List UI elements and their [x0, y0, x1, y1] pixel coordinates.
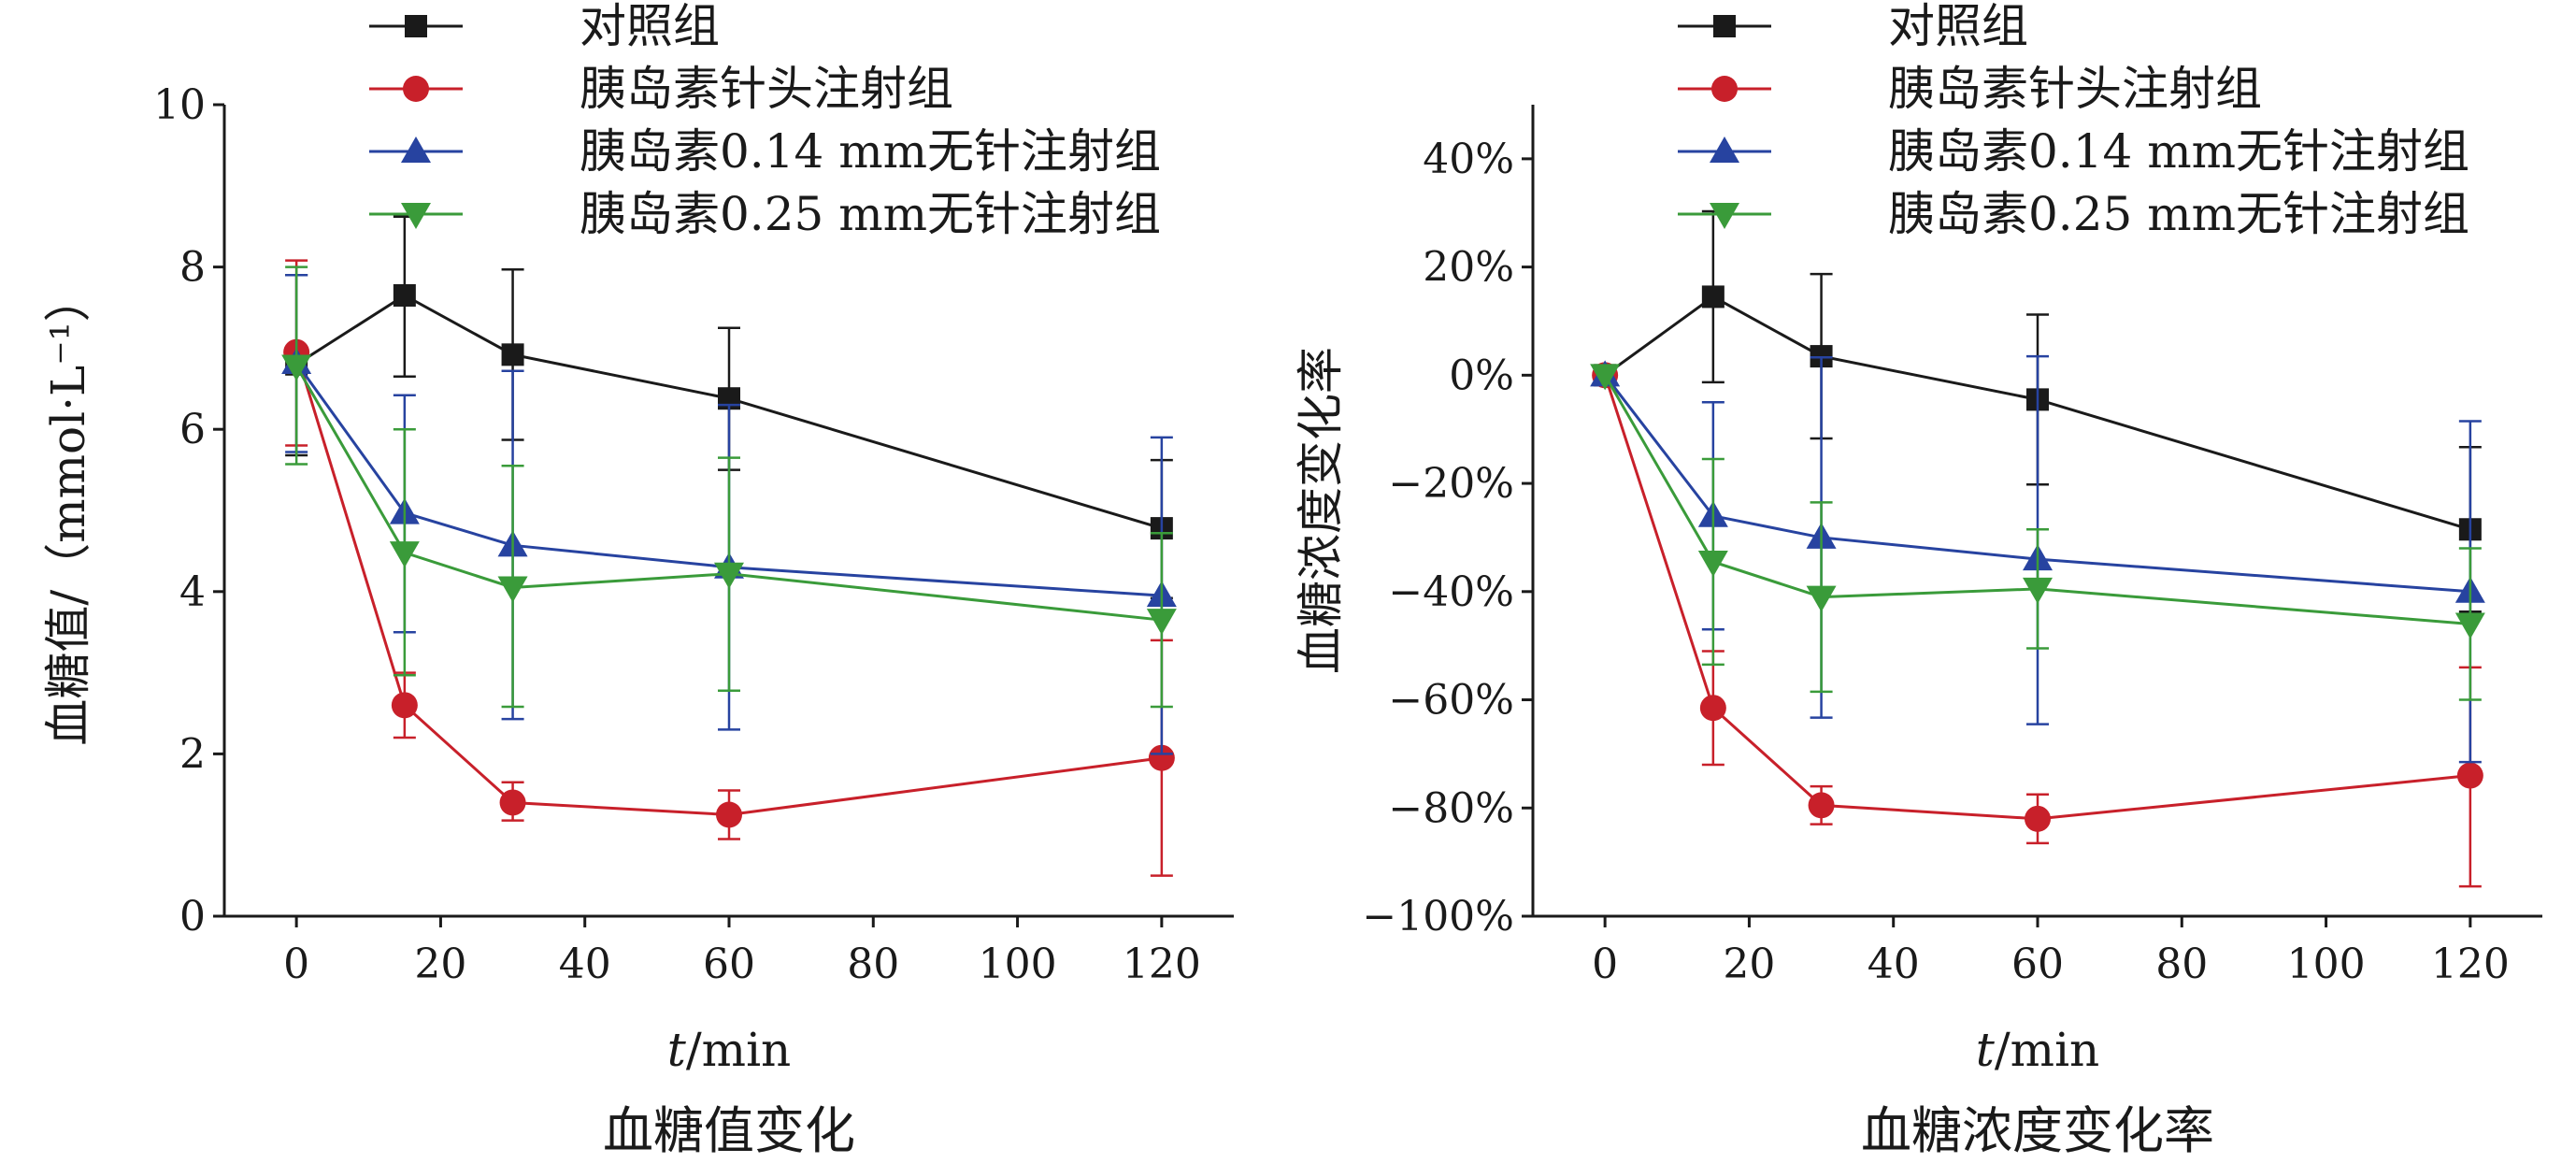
x-axis-unit: /min — [1995, 1023, 2099, 1077]
x-axis-variable: t — [667, 1023, 687, 1077]
data-point — [281, 354, 312, 381]
y-axis-title: 血糖值/（mmol·L⁻¹） — [41, 275, 95, 745]
data-point — [389, 541, 420, 568]
y-tick-label: −80% — [1388, 784, 1514, 832]
panel-blood-glucose: 0 20 40 60 80 100 120 0 2 4 6 8 10 t/min 血糖值/（mmol·L⁻¹… — [41, 0, 1234, 1160]
x-axis-variable: t — [1976, 1023, 1996, 1077]
panel-glucose-change-rate: 0 20 40 60 80 100 120 −100% −80% −60% −40% −20% 0% 20… — [1294, 0, 2542, 1160]
panel-caption: 血糖浓度变化率 — [1861, 1101, 2214, 1160]
legend-label: 胰岛素0.25 mm无针注射组 — [580, 187, 1161, 241]
y-tick-label: 8 — [179, 244, 206, 292]
legend-marker — [401, 203, 431, 229]
legend-entry: 对照组 — [1678, 0, 2028, 53]
legend-label: 对照组 — [1888, 0, 2028, 53]
legend-label: 胰岛素针头注射组 — [1888, 62, 2262, 116]
x-tick-label: 120 — [2431, 940, 2510, 988]
data-point — [1146, 609, 1177, 636]
data-point — [1697, 550, 1728, 577]
data-point — [2456, 762, 2483, 789]
x-tick-label: 60 — [703, 940, 755, 988]
data-point — [501, 343, 524, 366]
legend-label: 胰岛素0.14 mm无针注射组 — [1888, 124, 2469, 179]
y-tick-label: −20% — [1388, 460, 1514, 508]
legend-entry: 胰岛素0.14 mm无针注射组 — [369, 124, 1161, 179]
x-axis-unit: /min — [686, 1023, 791, 1077]
x-tick-label: 0 — [283, 940, 309, 988]
data-point — [1590, 364, 1621, 391]
panel-caption: 血糖值变化 — [603, 1101, 855, 1160]
x-tick-label: 100 — [2287, 940, 2366, 988]
y-tick-label: 2 — [179, 730, 206, 778]
legend-marker — [1711, 76, 1738, 102]
legend-entry: 胰岛素0.14 mm无针注射组 — [1678, 124, 2469, 179]
data-point — [2454, 612, 2485, 639]
y-axis-title: 血糖浓度变化率 — [1294, 347, 1348, 674]
data-point — [497, 576, 528, 603]
y-tick-label: 0 — [179, 893, 206, 940]
data-point — [716, 801, 742, 828]
data-point — [1148, 744, 1175, 771]
x-tick-label: 80 — [2155, 940, 2208, 988]
legend-entry: 胰岛素针头注射组 — [1678, 62, 2262, 116]
data-point — [499, 789, 526, 816]
legend-entry: 胰岛素0.25 mm无针注射组 — [1678, 187, 2469, 241]
x-tick-label: 100 — [979, 940, 1057, 988]
series-3 — [1590, 364, 2485, 701]
y-tick-label: −60% — [1388, 677, 1514, 725]
legend-marker — [1710, 136, 1739, 163]
data-point — [2023, 577, 2053, 604]
x-tick-label: 120 — [1123, 940, 1201, 988]
data-point — [1806, 585, 1837, 612]
y-tick-label: 20% — [1423, 244, 1514, 292]
legend-marker — [403, 76, 429, 102]
legend-entry: 对照组 — [369, 0, 720, 53]
legend-marker — [405, 15, 427, 37]
y-tick-label: −100% — [1362, 893, 1514, 940]
legend-label: 胰岛素0.14 mm无针注射组 — [580, 124, 1161, 179]
data-point — [714, 562, 744, 589]
data-point — [2025, 805, 2051, 832]
y-tick-label: 0% — [1449, 352, 1514, 399]
x-tick-label: 0 — [1592, 940, 1618, 988]
x-tick-label: 60 — [2011, 940, 2064, 988]
y-tick-label: 40% — [1423, 136, 1514, 183]
y-tick-label: 4 — [179, 568, 206, 616]
y-tick-label: 10 — [153, 81, 206, 129]
y-tick-label: 6 — [179, 406, 206, 453]
legend-entry: 胰岛素0.25 mm无针注射组 — [369, 187, 1161, 241]
x-tick-label: 80 — [847, 940, 899, 988]
x-axis-title: t/min — [667, 1023, 792, 1077]
data-point — [1699, 695, 1726, 722]
x-tick-label: 20 — [414, 940, 466, 988]
legend-label: 胰岛素针头注射组 — [580, 62, 953, 116]
legend-label: 对照组 — [580, 0, 720, 53]
data-point — [1701, 285, 1724, 309]
y-tick-label: −40% — [1388, 568, 1514, 616]
legend-entry: 胰岛素针头注射组 — [369, 62, 953, 116]
data-point — [393, 283, 416, 307]
x-axis-title: t/min — [1976, 1023, 2100, 1077]
legend-marker — [401, 136, 431, 163]
x-tick-label: 40 — [1868, 940, 1920, 988]
legend-label: 胰岛素0.25 mm无针注射组 — [1888, 187, 2469, 241]
x-tick-label: 20 — [1723, 940, 1775, 988]
legend-marker — [1713, 15, 1736, 37]
x-tick-label: 40 — [559, 940, 611, 988]
series-3 — [281, 266, 1177, 709]
data-point — [1808, 792, 1835, 819]
data-point — [391, 692, 418, 719]
legend-marker — [1710, 203, 1739, 229]
